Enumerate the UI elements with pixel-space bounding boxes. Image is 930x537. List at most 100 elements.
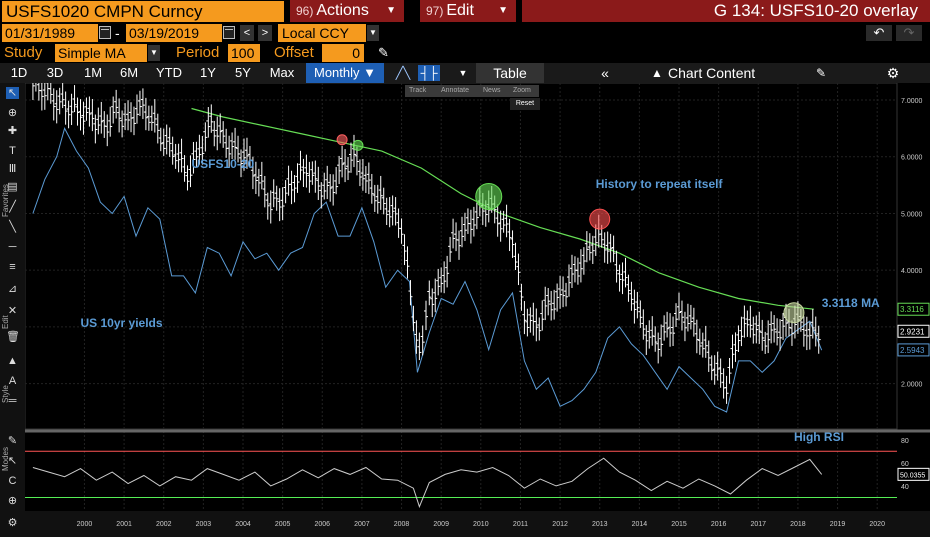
cursor-icon[interactable]: ↖ xyxy=(6,87,19,99)
x-tick-label: 2017 xyxy=(750,521,766,528)
actions-menu-button[interactable]: 96) Actions ▼ xyxy=(290,0,404,22)
floating-toolbar: Track Annotate News Zoom xyxy=(405,85,539,97)
timeframe-1y[interactable]: 1Y xyxy=(200,65,216,80)
study-select[interactable]: Simple MA xyxy=(55,44,147,62)
timeframe-ytd[interactable]: YTD xyxy=(156,65,182,80)
cursor-mode-icon[interactable]: ↖ xyxy=(7,455,18,467)
window-title: G 134: USFS10-20 overlay xyxy=(522,0,930,22)
highlight-circle xyxy=(336,134,348,146)
x-tick-label: 2016 xyxy=(711,521,727,528)
zoom-button[interactable]: Zoom xyxy=(513,87,531,94)
ray-icon[interactable]: ╲ xyxy=(9,221,16,233)
calendar-icon[interactable] xyxy=(223,26,235,39)
bar-chart-icon[interactable]: ┤├ xyxy=(418,65,440,81)
undo-icon[interactable]: ↶ xyxy=(866,25,892,41)
timeframe-3d[interactable]: 3D xyxy=(46,65,64,80)
pencil-icon[interactable]: ✎ xyxy=(7,435,18,447)
last-value-label: 2.5943 xyxy=(900,346,925,355)
pencil-icon[interactable]: ✎ xyxy=(378,45,389,60)
rsi-panel: 80 60 40 High RSI 50.0355 xyxy=(25,429,930,509)
x-tick-label: 2013 xyxy=(592,521,608,528)
crosshair-icon[interactable]: ✚ xyxy=(7,125,18,137)
left-toolbar: ↖ ⊕ ✚ T Ⅲ ▤ ╱ ╲ ─ ≡ ⊿ ✕ 🗑 ▲ A ═ ✎ ↖ C ⊕ … xyxy=(0,83,25,537)
chart-content-button[interactable]: Chart Content xyxy=(668,65,756,81)
trendline-icon[interactable]: ╱ xyxy=(9,201,16,213)
hline-icon[interactable]: ─ xyxy=(8,241,17,253)
x-tick-label: 2014 xyxy=(632,521,648,528)
timeframe-6m[interactable]: 6M xyxy=(119,65,139,80)
x-tick-label: 2007 xyxy=(354,521,370,528)
frequency-select[interactable]: Monthly ▼ xyxy=(306,63,384,83)
end-date-field[interactable]: 03/19/2019 xyxy=(126,24,222,42)
annotate-button[interactable]: Annotate xyxy=(441,87,470,94)
plot-frame xyxy=(25,83,898,430)
annotation-label: 3.3118 MA xyxy=(822,296,880,310)
last-value-box xyxy=(897,302,930,316)
redo-icon[interactable]: ↷ xyxy=(896,25,922,41)
refresh-icon[interactable]: C xyxy=(8,475,17,487)
edit-icon[interactable]: ✎ xyxy=(815,66,827,80)
date-range-row: 01/31/1989 - 03/19/2019 < > Local CCY ▼ … xyxy=(0,23,930,43)
zoom-mode-icon[interactable]: ⊕ xyxy=(7,495,18,507)
style-label: Style xyxy=(1,385,10,403)
x-tick-label: 2011 xyxy=(513,521,528,528)
chevron-left-icon[interactable]: < xyxy=(240,25,254,41)
fill-icon[interactable]: ▲ xyxy=(7,355,18,367)
line-chart-icon[interactable]: ╱╲ xyxy=(395,66,411,80)
highlight-circle xyxy=(352,139,364,151)
reset-button[interactable]: Reset xyxy=(510,98,540,110)
frequency-label: Monthly xyxy=(313,65,360,80)
edit-label: Edit xyxy=(446,2,474,19)
y-tick-label: 4.0000 xyxy=(901,268,923,275)
chevron-down-icon: ▼ xyxy=(498,5,508,16)
chevron-down-icon[interactable]: ▼ xyxy=(458,68,468,78)
settings-icon[interactable]: ⚙ xyxy=(7,517,18,529)
collapse-double-chevron-icon[interactable]: « xyxy=(601,65,609,81)
delete-icon[interactable]: ✕ xyxy=(7,305,18,317)
offset-label: Offset xyxy=(274,44,314,61)
currency-field[interactable]: Local CCY xyxy=(278,24,366,42)
x-tick-label: 2009 xyxy=(433,521,449,528)
start-date-field[interactable]: 01/31/1989 xyxy=(2,24,98,42)
table-button[interactable]: Table xyxy=(476,63,544,83)
zoom-in-icon[interactable]: ⊕ xyxy=(7,107,18,119)
gear-icon[interactable]: ⚙ xyxy=(886,65,900,81)
text-style-icon[interactable]: A xyxy=(8,375,17,387)
chevron-right-icon[interactable]: > xyxy=(258,25,272,41)
y-tick-label: 6.0000 xyxy=(901,155,923,162)
timeframe-max[interactable]: Max xyxy=(269,65,295,80)
timeframe-1d[interactable]: 1D xyxy=(10,65,28,80)
draw-icon[interactable]: ▤ xyxy=(7,181,18,193)
shape-icon[interactable]: ⊿ xyxy=(7,283,18,295)
track-button[interactable]: Track xyxy=(409,87,427,94)
x-tick-label: 2002 xyxy=(156,521,172,528)
fib-icon[interactable]: Ⅲ xyxy=(8,163,17,175)
calendar-icon[interactable] xyxy=(99,26,111,39)
chevron-down-icon: ▼ xyxy=(386,5,396,16)
timeframe-1m[interactable]: 1M xyxy=(83,65,103,80)
timeframe-5y[interactable]: 5Y xyxy=(235,65,251,80)
news-button[interactable]: News xyxy=(483,87,501,94)
date-separator: - xyxy=(115,25,120,41)
chevron-down-icon[interactable]: ▼ xyxy=(367,25,379,41)
x-tick-label: 2001 xyxy=(116,521,132,528)
chevron-down-icon[interactable]: ▼ xyxy=(148,45,160,61)
rsi-tick-label: 60 xyxy=(901,461,909,468)
title-row: USFS1020 CMPN Curncy 96) Actions ▼ 97) Edi… xyxy=(0,0,930,22)
ticker-field[interactable]: USFS1020 CMPN Curncy xyxy=(2,1,284,22)
offset-field[interactable]: 0 xyxy=(322,44,364,62)
channel-icon[interactable]: ≡ xyxy=(9,261,16,273)
period-field[interactable]: 100 xyxy=(228,44,260,62)
x-tick-label: 2004 xyxy=(235,521,251,528)
annotation-label: US 10yr yields xyxy=(80,316,162,330)
text-icon[interactable]: T xyxy=(9,145,16,157)
rsi-line xyxy=(32,457,823,509)
circle-markers xyxy=(336,134,805,324)
line-style-icon[interactable]: ═ xyxy=(8,395,17,407)
trash-icon[interactable]: 🗑 xyxy=(6,331,20,343)
period-label: Period xyxy=(176,44,220,61)
edit-menu-button[interactable]: 97) Edit ▼ xyxy=(420,0,516,22)
rsi-last-value-box xyxy=(897,467,930,481)
highlight-circle xyxy=(475,182,503,210)
chart-area[interactable]: USFS10-20 History to repeat itself 3.3118 … xyxy=(25,83,930,537)
